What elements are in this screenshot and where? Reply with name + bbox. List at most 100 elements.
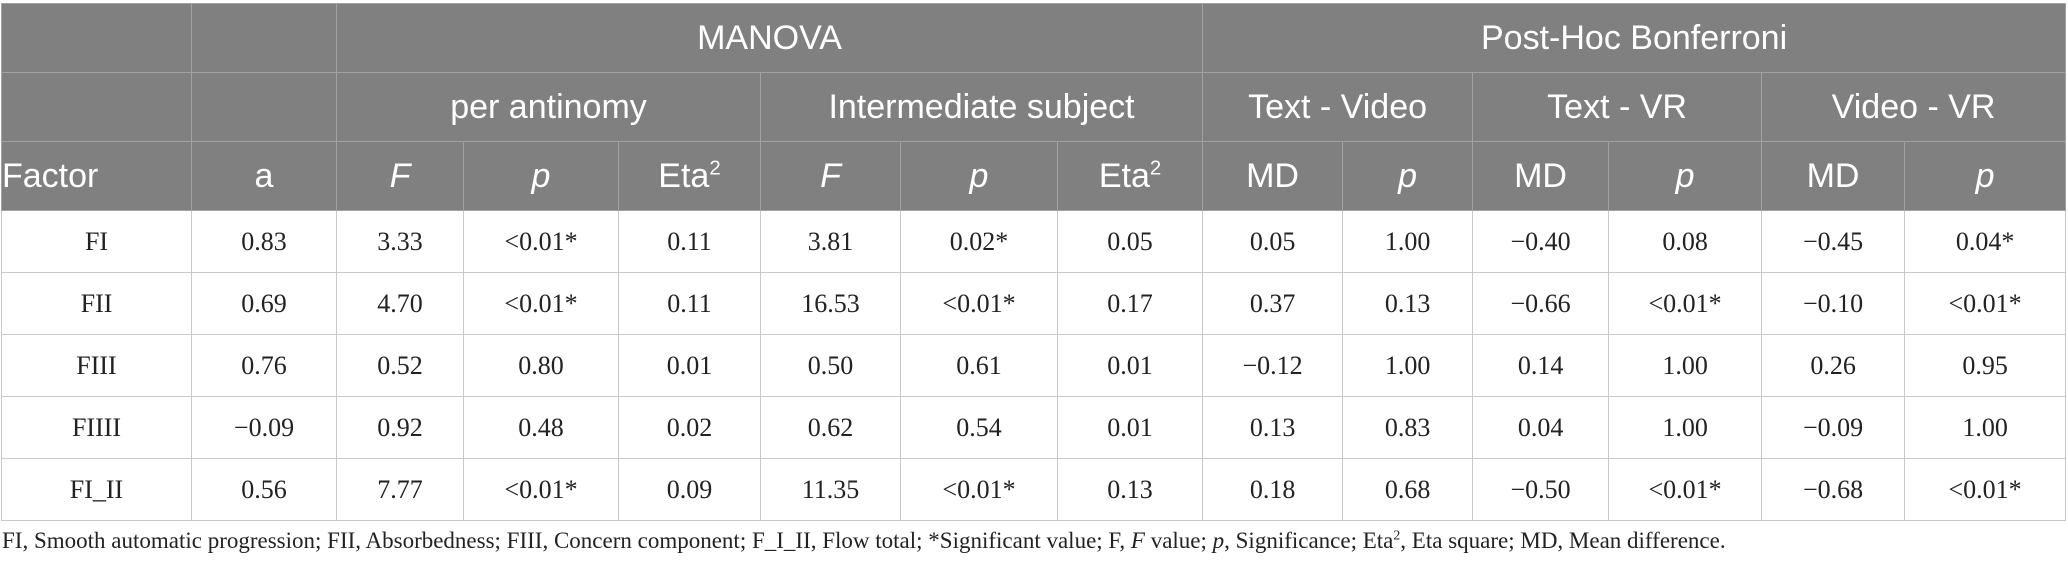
value-cell: −0.40 bbox=[1472, 210, 1610, 273]
value-cell: 0.52 bbox=[336, 334, 464, 397]
col-header-md: MD bbox=[1472, 141, 1610, 211]
value-cell: −0.50 bbox=[1472, 458, 1610, 521]
value-cell: 11.35 bbox=[760, 458, 901, 521]
value-cell: 1.00 bbox=[1342, 210, 1474, 273]
table-row: FII 0.69 4.70 <0.01* 0.11 16.53 <0.01* 0… bbox=[1, 272, 2067, 335]
value-cell: 0.05 bbox=[1056, 210, 1204, 273]
value-cell: −0.10 bbox=[1761, 272, 1906, 335]
value-cell: 0.95 bbox=[1904, 334, 2067, 397]
table-row: FIIII −0.09 0.92 0.48 0.02 0.62 0.54 0.0… bbox=[1, 396, 2067, 459]
value-cell: 0.11 bbox=[618, 272, 761, 335]
value-cell: 16.53 bbox=[760, 272, 901, 335]
subheader-video-vr: Video - VR bbox=[1761, 72, 2067, 142]
value-cell: 0.08 bbox=[1608, 210, 1763, 273]
value-cell: 0.13 bbox=[1056, 458, 1204, 521]
eta-label: Eta bbox=[658, 156, 710, 195]
group-posthoc-header: Post-Hoc Bonferroni bbox=[1202, 3, 2067, 73]
col-header-eta: Eta2 bbox=[1056, 141, 1204, 211]
value-cell: 0.37 bbox=[1202, 272, 1344, 335]
table-row: FIII 0.76 0.52 0.80 0.01 0.50 0.61 0.01 … bbox=[1, 334, 2067, 397]
value-cell: 0.13 bbox=[1342, 272, 1474, 335]
value-cell: <0.01* bbox=[900, 272, 1058, 335]
col-header-md: MD bbox=[1202, 141, 1344, 211]
subheader-intermediate-subject: Intermediate subject bbox=[759, 72, 1204, 142]
value-cell: 0.26 bbox=[1761, 334, 1906, 397]
footnote-text: , Significance; Eta bbox=[1224, 528, 1394, 553]
factor-cell: FIIII bbox=[1, 396, 192, 459]
value-cell: 1.00 bbox=[1904, 396, 2067, 459]
value-cell: 1.00 bbox=[1608, 396, 1763, 459]
value-cell: <0.01* bbox=[1608, 272, 1763, 335]
footnote-text: , Eta square; MD, Mean difference. bbox=[1400, 528, 1726, 553]
table-body: FI 0.83 3.33 <0.01* 0.11 3.81 0.02* 0.05… bbox=[1, 210, 2067, 521]
value-cell: 0.01 bbox=[1056, 396, 1204, 459]
factor-cell: FIII bbox=[1, 334, 192, 397]
value-cell: 0.17 bbox=[1056, 272, 1204, 335]
value-cell: 0.61 bbox=[900, 334, 1058, 397]
factor-cell: FII bbox=[1, 272, 192, 335]
value-cell: 0.05 bbox=[1202, 210, 1344, 273]
value-cell: 0.83 bbox=[191, 210, 337, 273]
col-header-f: F bbox=[336, 141, 464, 211]
col-header-p: p bbox=[1904, 141, 2067, 211]
value-cell: <0.01* bbox=[1904, 458, 2067, 521]
col-header-md: MD bbox=[1761, 141, 1906, 211]
value-cell: 0.54 bbox=[900, 396, 1058, 459]
value-cell: −0.68 bbox=[1761, 458, 1906, 521]
eta-superscript: 2 bbox=[1149, 157, 1162, 180]
col-header-p: p bbox=[1608, 141, 1763, 211]
value-cell: 1.00 bbox=[1608, 334, 1763, 397]
factor-cell: FI_II bbox=[1, 458, 192, 521]
value-cell: 0.09 bbox=[618, 458, 761, 521]
value-cell: 0.02* bbox=[900, 210, 1058, 273]
value-cell: 0.48 bbox=[463, 396, 619, 459]
eta-label: Eta bbox=[1098, 156, 1150, 195]
value-cell: −0.45 bbox=[1761, 210, 1906, 273]
col-header-factor: Factor bbox=[1, 141, 192, 211]
value-cell: 0.56 bbox=[191, 458, 337, 521]
value-cell: −0.12 bbox=[1202, 334, 1344, 397]
value-cell: <0.01* bbox=[900, 458, 1058, 521]
footnote-f-italic: F bbox=[1130, 528, 1145, 553]
value-cell: 0.69 bbox=[191, 272, 337, 335]
footnote-superscript: 2 bbox=[1393, 527, 1401, 543]
table-row: FI 0.83 3.33 <0.01* 0.11 3.81 0.02* 0.05… bbox=[1, 210, 2067, 273]
value-cell: 3.81 bbox=[760, 210, 901, 273]
value-cell: 0.02 bbox=[618, 396, 761, 459]
header-empty-3 bbox=[1, 72, 192, 142]
value-cell: 0.50 bbox=[760, 334, 901, 397]
value-cell: 0.76 bbox=[191, 334, 337, 397]
table-footnote: FI, Smooth automatic progression; FII, A… bbox=[2, 528, 2066, 554]
subheader-text-video: Text - Video bbox=[1202, 72, 1474, 142]
eta-superscript: 2 bbox=[709, 157, 721, 180]
value-cell: 0.13 bbox=[1202, 396, 1344, 459]
value-cell: 0.11 bbox=[618, 210, 761, 273]
group-manova-header: MANOVA bbox=[335, 3, 1204, 73]
value-cell: <0.01* bbox=[463, 458, 619, 521]
value-cell: <0.01* bbox=[463, 272, 619, 335]
col-header-p: p bbox=[463, 141, 619, 211]
value-cell: 0.68 bbox=[1342, 458, 1474, 521]
value-cell: 0.80 bbox=[463, 334, 619, 397]
footnote-text: FI, Smooth automatic progression; FII, A… bbox=[2, 528, 1131, 553]
value-cell: 0.14 bbox=[1472, 334, 1610, 397]
value-cell: −0.09 bbox=[191, 396, 337, 459]
value-cell: 0.04 bbox=[1472, 396, 1610, 459]
value-cell: 0.01 bbox=[618, 334, 761, 397]
table-row: FI_II 0.56 7.77 <0.01* 0.09 11.35 <0.01*… bbox=[1, 458, 2067, 521]
col-header-eta: Eta2 bbox=[618, 141, 761, 211]
header-empty-2 bbox=[191, 3, 337, 73]
value-cell: 0.83 bbox=[1342, 396, 1474, 459]
value-cell: −0.66 bbox=[1472, 272, 1610, 335]
footnote-text: value; bbox=[1144, 528, 1213, 553]
col-header-p: p bbox=[900, 141, 1058, 211]
value-cell: <0.01* bbox=[1608, 458, 1763, 521]
subheader-text-vr: Text - VR bbox=[1472, 72, 1763, 142]
value-cell: −0.09 bbox=[1761, 396, 1906, 459]
value-cell: 0.62 bbox=[760, 396, 901, 459]
value-cell: 0.18 bbox=[1202, 458, 1344, 521]
value-cell: 0.01 bbox=[1056, 334, 1204, 397]
col-header-a: a bbox=[191, 141, 337, 211]
col-header-f: F bbox=[760, 141, 901, 211]
value-cell: 3.33 bbox=[336, 210, 464, 273]
